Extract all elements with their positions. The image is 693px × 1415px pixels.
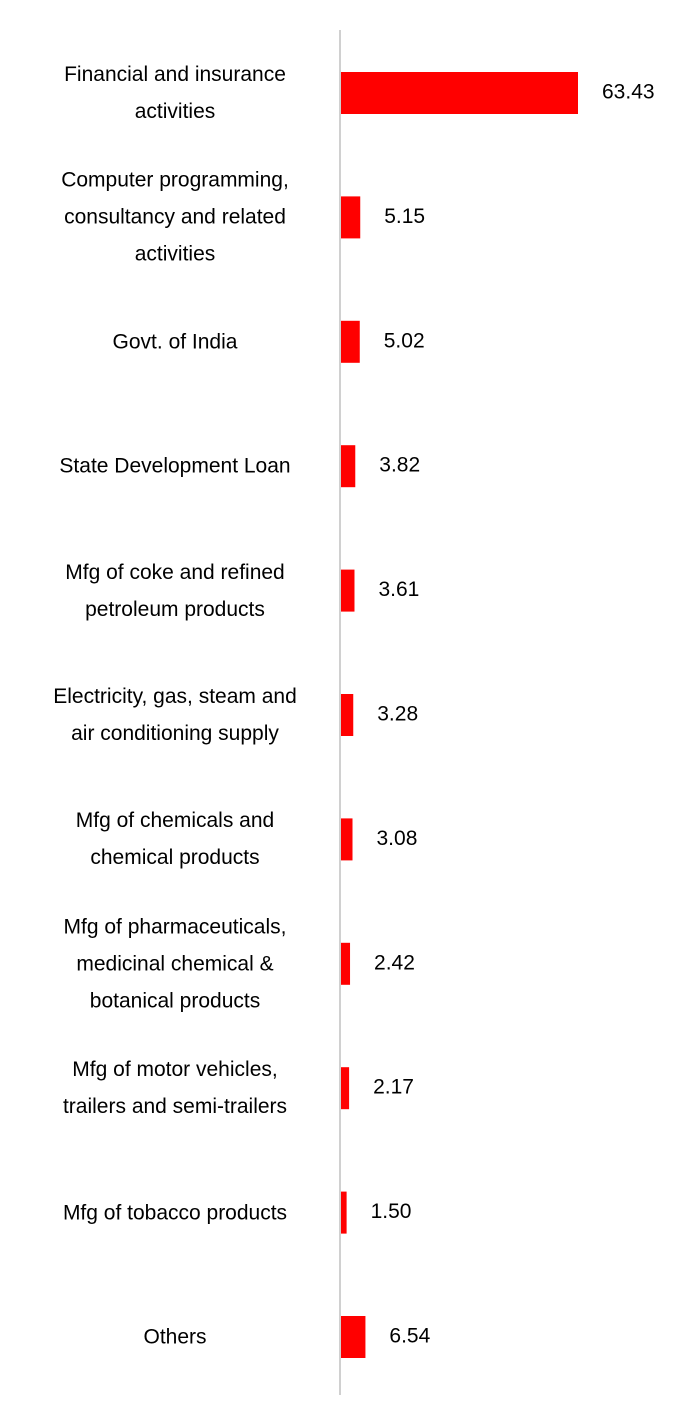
value-label: 3.82 [379,454,420,477]
category-label: Mfg of motor vehicles, trailers and semi… [62,1058,288,1119]
category-label: Financial and insurance activities [64,63,286,123]
category-label: Electricity, gas, steam and air conditio… [53,685,297,745]
value-label: 2.42 [374,951,415,974]
category-label: Govt. of India [112,330,238,354]
bar [341,445,356,488]
category-label: State Development Loan [59,454,291,478]
bar [341,694,354,736]
bar [341,320,360,363]
bar [341,1191,347,1234]
value-label: 3.61 [378,578,419,601]
bar [341,72,578,114]
value-label: 3.08 [377,827,418,850]
value-label: 1.50 [371,1200,412,1223]
bar [341,1067,350,1110]
category-label: Mfg of coke and refined petroleum produc… [65,560,285,621]
bar [341,942,351,985]
category-label: Mfg of chemicals and chemical products [75,809,275,870]
bar [341,196,361,239]
category-label: Computer programming, consultancy and re… [61,168,289,266]
category-label: Mfg of tobacco products [62,1201,288,1225]
value-label: 3.28 [377,703,418,726]
bar [341,1316,366,1358]
value-label: 2.17 [373,1076,414,1099]
value-label: 5.02 [384,329,425,352]
category-label: Mfg of pharmaceuticals, medicinal chemic… [63,915,287,1013]
bar [341,818,353,861]
category-label: Others [143,1325,207,1349]
value-label: 63.43 [602,81,655,104]
value-label: 5.15 [384,205,425,228]
value-label: 6.54 [389,1325,430,1348]
bar [341,569,355,612]
